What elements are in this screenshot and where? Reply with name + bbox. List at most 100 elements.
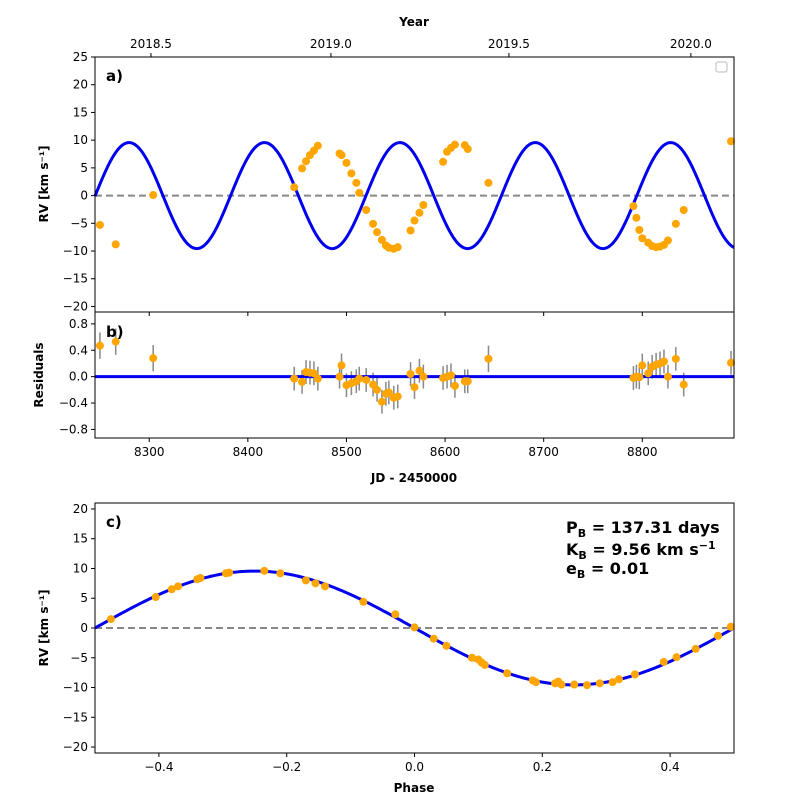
panel-b-point <box>95 341 104 350</box>
panel-c-xtick-label: −0.4 <box>144 760 173 774</box>
panel-a-point <box>369 219 378 228</box>
panel-b-point <box>679 380 688 389</box>
panel-a-point <box>149 191 158 200</box>
panel-b-point <box>337 361 346 370</box>
panel-a-point <box>415 208 424 217</box>
panel-c-ytick-label: 20 <box>73 502 88 516</box>
panel-c-ytick-label: −20 <box>63 740 88 754</box>
panel-c-point <box>196 574 205 582</box>
panel-a-point <box>352 178 361 187</box>
panel-c-ytick-label: −5 <box>70 651 88 665</box>
panel-a-point <box>290 183 299 192</box>
panel-b: −0.8 −0.4 0.0 0.4 0.8 8300 8400 8500 8600 8700 88… <box>32 311 736 485</box>
panel-a-ytick-label: 5 <box>80 161 88 175</box>
panel-b-point <box>355 374 364 383</box>
panel-c-yticks: −20 −15 −10 −5 0 5 10 15 20 <box>63 502 95 754</box>
panel-b-point <box>463 377 472 386</box>
panel-c-xtick-label: 0.0 <box>405 760 424 774</box>
panel-a-model-curve <box>93 141 735 251</box>
panel-c-point <box>714 631 723 640</box>
panel-a-point <box>355 188 364 197</box>
panel-b-point <box>450 381 459 390</box>
panel-c-point <box>691 644 700 653</box>
panel-c-point <box>359 597 368 606</box>
panel-c-point <box>106 615 115 624</box>
panel-a-point <box>406 226 415 235</box>
panel-b-point <box>335 372 344 381</box>
panel-a-ytick-label: 25 <box>73 50 88 64</box>
panel-a-ytick-label: −5 <box>70 216 88 230</box>
panel-c-xtick-label: 0.2 <box>533 760 552 774</box>
panel-b-point <box>313 374 322 383</box>
panel-a-point <box>298 164 307 173</box>
panel-c-point <box>531 678 540 687</box>
panel-c-ytick-label: 0 <box>80 621 88 635</box>
panel-a-point <box>629 202 638 211</box>
panel-b-point <box>290 374 299 383</box>
panel-b-ytick-label: 0.4 <box>69 343 88 357</box>
panel-a-ytick-label: −10 <box>63 244 88 258</box>
panel-b-xtick-label: 8700 <box>528 445 559 459</box>
panel-b-ytick-label: 0.8 <box>69 317 88 331</box>
panel-a-ytick-label: 15 <box>73 105 88 119</box>
annotation-period: PB = 137.31 days <box>566 518 720 540</box>
panel-a-top-tick-label: 2020.0 <box>670 37 712 51</box>
panel-b-point <box>484 354 493 363</box>
panel-a-point <box>393 243 402 252</box>
panel-c-point <box>225 568 234 577</box>
panel-c-point <box>630 670 639 679</box>
panel-b-yticks: −0.8 −0.4 0.0 0.4 0.8 <box>59 317 95 436</box>
panel-a-point <box>362 206 371 214</box>
panel-b-point <box>659 357 668 366</box>
panel-c-point <box>391 610 400 619</box>
panel-a-top-tick-label: 2019.5 <box>488 37 530 51</box>
annotation-semi-amplitude: KB = 9.56 km s−1 <box>566 539 716 562</box>
panel-a-point <box>373 228 382 237</box>
panel-a-ytick-label: −15 <box>63 272 88 286</box>
panel-c: −20 −15 −10 −5 0 5 10 15 20 −0.4 −0.2 0.0 0.2 0.4 c)… <box>37 502 735 795</box>
panel-b-point <box>362 375 371 384</box>
panel-c-point <box>442 641 451 650</box>
panel-a-point <box>679 206 688 214</box>
panel-a-ytick-label: −20 <box>63 299 88 313</box>
panel-b-label: b) <box>106 323 124 341</box>
panel-a-point <box>450 140 459 149</box>
panel-b-frame <box>94 311 735 439</box>
panel-a-point <box>663 236 672 245</box>
panel-a-point <box>302 157 311 166</box>
panel-b-xtick-label: 8500 <box>331 445 362 459</box>
panel-c-point <box>151 593 160 602</box>
panel-a-point <box>410 216 419 225</box>
panel-c-point <box>557 680 566 689</box>
panel-c-ytick-label: 5 <box>80 591 88 605</box>
panel-a-ytick-label: 20 <box>73 78 88 92</box>
panel-b-point <box>149 354 158 363</box>
panel-a-top-xlabel: Year <box>398 15 429 29</box>
panel-c-ytick-label: −15 <box>63 710 88 724</box>
panel-c-point <box>583 681 592 690</box>
panel-a-point <box>484 178 493 187</box>
panel-b-ylabel: Residuals <box>32 342 46 407</box>
panel-c-point <box>276 569 285 578</box>
panel-b-point <box>415 366 424 375</box>
panel-b-point <box>663 372 672 381</box>
panel-a-yticks: −20 −15 −10 −5 0 5 10 15 20 25 <box>63 50 95 313</box>
panel-c-point <box>468 653 477 662</box>
panel-a-point <box>111 240 120 249</box>
panel-c-point <box>659 657 668 666</box>
panel-c-ytick-label: −10 <box>63 681 88 695</box>
panel-c-ytick-label: 10 <box>73 561 88 575</box>
panel-c-point <box>321 582 330 591</box>
panel-c-point <box>260 566 269 575</box>
panel-a-ytick-label: 0 <box>80 189 88 203</box>
panel-a-point <box>419 201 428 210</box>
panel-a-point <box>377 235 386 244</box>
panel-b-data-points <box>95 337 736 406</box>
panel-a-point <box>313 141 322 150</box>
panel-c-ytick-label: 15 <box>73 532 88 546</box>
legend-box <box>715 61 728 73</box>
panel-a-top-tick-label: 2018.5 <box>130 37 172 51</box>
panel-a-point <box>632 213 641 222</box>
annotation-eccentricity: eB = 0.01 <box>566 559 649 581</box>
